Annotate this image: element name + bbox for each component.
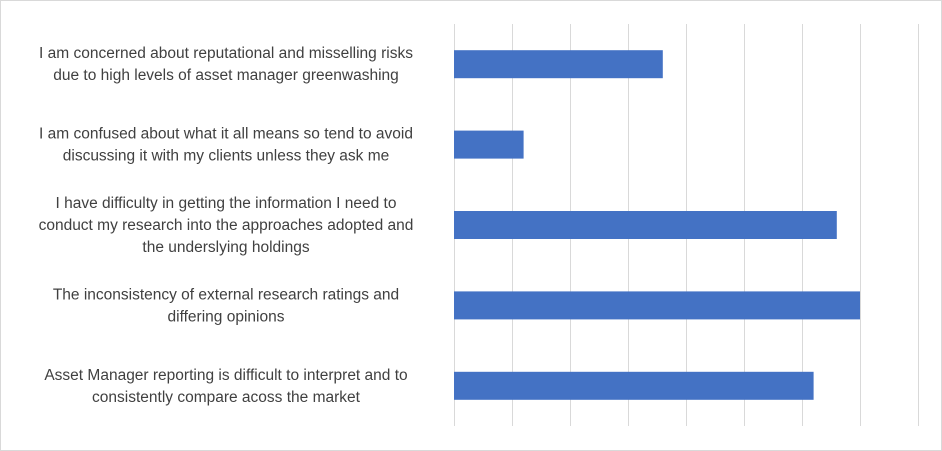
- category-label-line: I have difficulty in getting the informa…: [56, 195, 397, 212]
- category-label: I have difficulty in getting the informa…: [39, 195, 414, 256]
- category-label-line: I am concerned about reputational and mi…: [39, 45, 413, 62]
- category-label-line: discussing it with my clients unless the…: [63, 148, 389, 165]
- category-label: I am confused about what it all means so…: [39, 126, 413, 165]
- category-label-line: Asset Manager reporting is difficult to …: [44, 367, 407, 384]
- category-label: The inconsistency of external research r…: [53, 286, 399, 325]
- bar: [454, 371, 814, 400]
- category-label: Asset Manager reporting is difficult to …: [44, 367, 407, 406]
- category-label-line: The inconsistency of external research r…: [53, 286, 399, 303]
- category-label-line: I am confused about what it all means so…: [39, 126, 413, 143]
- category-label-line: due to high levels of asset manager gree…: [53, 67, 399, 84]
- category-label-line: conduct my research into the approaches …: [39, 217, 414, 234]
- bar: [454, 50, 663, 79]
- bar: [454, 291, 860, 320]
- category-label: I am concerned about reputational and mi…: [39, 45, 413, 84]
- category-label-line: differing opinions: [168, 308, 285, 325]
- category-label-line: the underslying holdings: [142, 239, 309, 256]
- bar: [454, 211, 837, 239]
- bar: [454, 130, 524, 159]
- category-label-line: consistently compare acoss the market: [92, 389, 361, 406]
